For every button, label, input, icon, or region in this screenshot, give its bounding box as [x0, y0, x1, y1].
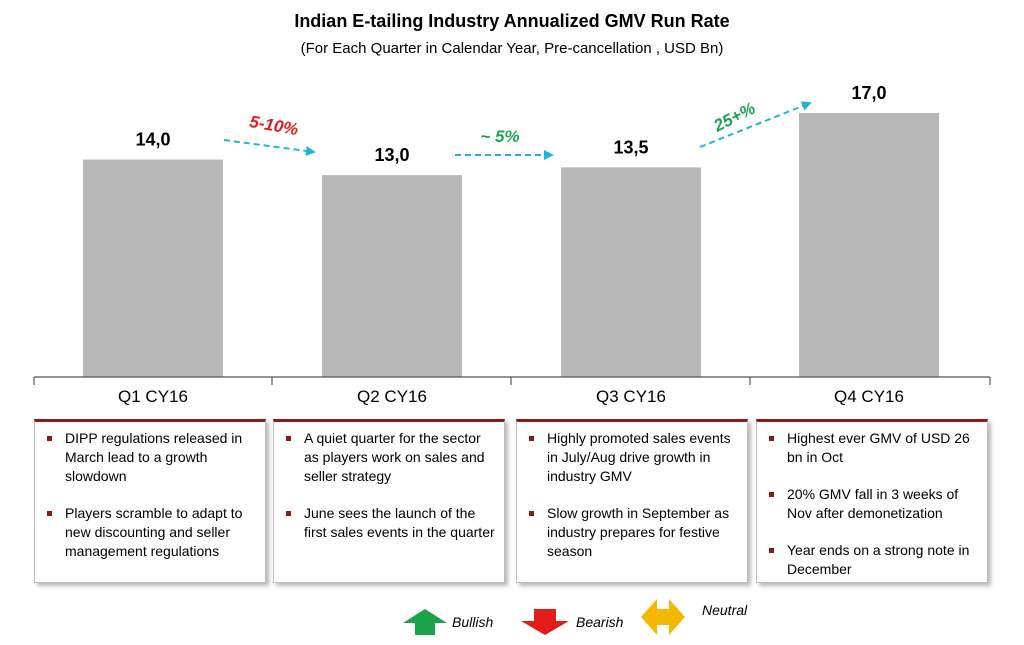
legend-item-bearish: Bearish: [520, 608, 623, 636]
category-label: Q1 CY16: [118, 387, 188, 406]
category-label: Q4 CY16: [834, 387, 904, 406]
value-label: 13,5: [613, 137, 648, 157]
note-bullet: Year ends on a strong note in December: [767, 541, 979, 579]
note-bullet: Highest ever GMV of USD 26 bn in Oct: [767, 429, 979, 467]
growth-label: ~ 5%: [480, 127, 519, 146]
growth-arrow: [223, 139, 316, 156]
legend: Bullish Bearish Neutral: [0, 599, 1024, 642]
note-box-q1-cy16: DIPP regulations released in March lead …: [34, 419, 266, 583]
value-label: 13,0: [374, 145, 409, 165]
legend-item-neutral: Neutral: [640, 596, 747, 638]
legend-label-neutral: Neutral: [702, 602, 748, 618]
category-label: Q2 CY16: [357, 387, 427, 406]
bar-q1-cy16: [83, 159, 223, 377]
bar-chart: 14,0 13,0 13,5 17,0 Q1 CY16 Q2 CY16 Q3 CY16 Q4…: [33, 83, 991, 406]
value-label: 14,0: [135, 130, 170, 150]
chart-subtitle: (For Each Quarter in Calendar Year, Pre-…: [300, 40, 724, 57]
chart-title: Indian E-tailing Industry Annualized GMV…: [294, 11, 730, 31]
category-label: Q3 CY16: [596, 387, 666, 406]
bar-q4-cy16: [799, 113, 939, 377]
bar-q3-cy16: [561, 167, 701, 377]
legend-label-bullish: Bullish: [452, 614, 494, 630]
note-box-q3-cy16: Highly promoted sales events in July/Aug…: [516, 419, 748, 583]
legend-label-bearish: Bearish: [576, 614, 624, 630]
left-right-arrow-icon: [641, 599, 685, 635]
note-bullet: Players scramble to adapt to new discoun…: [45, 504, 257, 561]
bar-q2-cy16: [322, 175, 462, 377]
note-bullet: A quiet quarter for the sector as player…: [284, 429, 496, 486]
note-bullet: DIPP regulations released in March lead …: [45, 429, 257, 486]
note-bullet: Highly promoted sales events in July/Aug…: [527, 429, 739, 486]
down-arrow-icon: [521, 609, 569, 635]
note-box-q2-cy16: A quiet quarter for the sector as player…: [273, 419, 505, 583]
note-bullet: Slow growth in September as industry pre…: [527, 504, 739, 561]
legend-item-bullish: Bullish: [402, 608, 493, 636]
growth-label: 5-10%: [248, 112, 300, 139]
note-bullet: 20% GMV fall in 3 weeks of Nov after dem…: [767, 485, 979, 523]
value-label: 17,0: [851, 83, 886, 103]
note-box-q4-cy16: Highest ever GMV of USD 26 bn in Oct 20% …: [756, 419, 988, 583]
growth-label: 25+%: [710, 99, 759, 136]
note-bullet: June sees the launch of the first sales …: [284, 504, 496, 542]
up-arrow-icon: [403, 609, 447, 635]
